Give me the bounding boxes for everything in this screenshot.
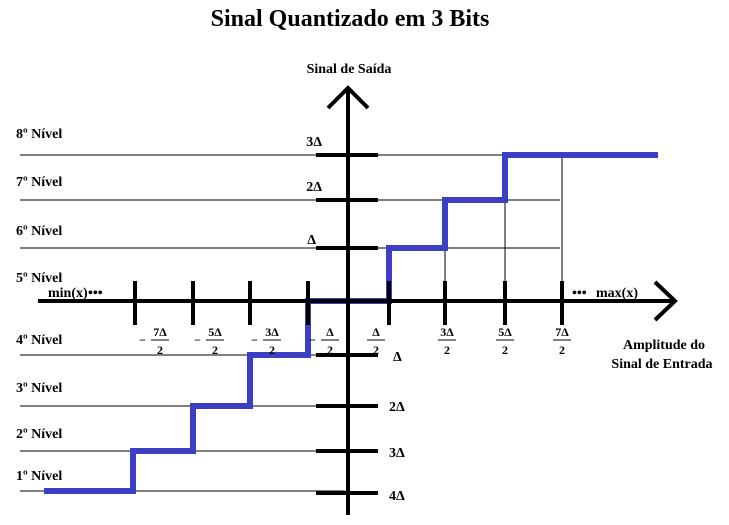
level-name: 7º Nível <box>16 175 62 190</box>
output-level-label: Δ <box>393 350 402 365</box>
x-tick-label: 7Δ2 <box>553 325 571 357</box>
output-level-label: 2Δ <box>389 400 405 415</box>
x-tick-numerator: Δ <box>372 325 380 339</box>
x-tick-label: 5Δ2 <box>496 325 514 357</box>
level-name: 8º Nível <box>16 127 62 142</box>
x-tick-label: 3Δ2 <box>438 325 456 357</box>
x-tick-sign: − <box>139 333 146 347</box>
level-name: 6º Nível <box>16 224 62 239</box>
level-lines <box>20 154 560 492</box>
y-axis-ticks <box>316 153 378 495</box>
level-name: 3º Nível <box>16 381 62 396</box>
x-axis-label-line2: Sinal de Entrada <box>611 357 712 372</box>
min-ellipsis: ••• <box>88 286 103 301</box>
level-name: 1º Nível <box>16 469 62 484</box>
min-label: min(x) <box>48 286 88 301</box>
x-tick-denominator: 2 <box>373 343 379 357</box>
x-axis-label-line1: Amplitude do <box>623 338 705 353</box>
x-tick-numerator: 5Δ <box>498 325 512 339</box>
x-tick-denominator: 2 <box>327 343 333 357</box>
x-tick-denominator: 2 <box>502 343 508 357</box>
x-tick-numerator: Δ <box>326 325 334 339</box>
x-tick-sign: − <box>309 333 316 347</box>
x-tick-denominator: 2 <box>559 343 565 357</box>
output-level-label: 3Δ <box>389 446 405 461</box>
x-tick-numerator: 7Δ <box>555 325 569 339</box>
x-tick-sign: − <box>251 333 258 347</box>
x-tick-numerator: 7Δ <box>153 325 167 339</box>
x-tick-sign: − <box>194 333 201 347</box>
x-tick-numerator: 5Δ <box>208 325 222 339</box>
level-name: 2º Nível <box>16 427 62 442</box>
output-level-label: Δ <box>307 233 316 248</box>
x-tick-label: −3Δ 2 <box>251 325 281 357</box>
y-axis-arrow-icon <box>326 85 370 110</box>
x-tick-label: −Δ 2 <box>309 325 339 357</box>
x-axis-arrow-icon <box>653 280 678 322</box>
level-names: 1º Nível 2º Nível 3º Nível 4º Nível 5º Nível… <box>16 127 62 484</box>
level-name: 5º Nível <box>16 271 62 286</box>
x-tick-numerator: 3Δ <box>440 325 454 339</box>
x-tick-denominator: 2 <box>269 343 275 357</box>
output-level-label: 2Δ <box>306 180 322 195</box>
x-tick-denominator: 2 <box>444 343 450 357</box>
output-level-label: 3Δ <box>306 135 322 150</box>
y-axis-label: Sinal de Saída <box>307 62 392 77</box>
diagram-title: Sinal Quantizado em 3 Bits <box>211 6 490 32</box>
max-label: max(x) <box>596 286 638 301</box>
output-level-label: 4Δ <box>389 489 405 504</box>
x-tick-denominator: 2 <box>212 343 218 357</box>
max-ellipsis: ••• <box>572 286 587 301</box>
x-tick-label: −7Δ 2 <box>139 325 169 357</box>
quantizer-staircase <box>44 152 658 494</box>
x-tick-numerator: 3Δ <box>265 325 279 339</box>
x-tick-label: −5Δ 2 <box>194 325 224 357</box>
x-tick-label: Δ2 <box>367 325 385 357</box>
level-name: 4º Nível <box>16 333 62 348</box>
x-tick-denominator: 2 <box>157 343 163 357</box>
x-axis-ticks <box>133 281 564 325</box>
